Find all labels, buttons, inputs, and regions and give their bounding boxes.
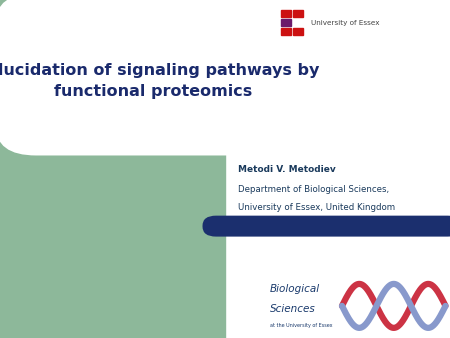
Text: Department of Biological Sciences,: Department of Biological Sciences, <box>238 185 390 194</box>
Text: Sciences: Sciences <box>270 304 316 314</box>
Text: University of Essex, United Kingdom: University of Essex, United Kingdom <box>238 203 396 212</box>
Bar <box>281 10 291 17</box>
FancyBboxPatch shape <box>0 0 310 155</box>
Text: Biological: Biological <box>270 284 320 294</box>
Bar <box>293 10 303 17</box>
Text: University of Essex: University of Essex <box>311 20 379 26</box>
Text: at the University of Essex: at the University of Essex <box>270 323 333 328</box>
Bar <box>0 0 225 338</box>
Bar <box>281 19 291 26</box>
Bar <box>281 28 291 35</box>
Bar <box>293 28 303 35</box>
Text: Elucidation of signaling pathways by
functional proteomics: Elucidation of signaling pathways by fun… <box>0 64 319 99</box>
Text: Metodi V. Metodiev: Metodi V. Metodiev <box>238 165 336 173</box>
FancyBboxPatch shape <box>202 216 450 237</box>
